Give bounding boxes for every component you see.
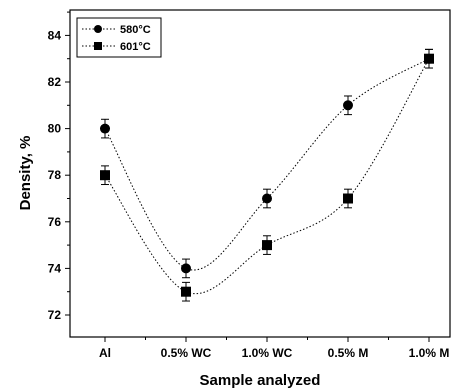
x-tick-label: 0.5% M — [328, 346, 369, 360]
y-axis-title: Density, % — [17, 136, 34, 211]
x-tick-label: 0.5% WC — [161, 346, 212, 360]
legend-label-601: 601°C — [120, 41, 151, 53]
x-axis: Al 0.5% WC 1.0% WC 0.5% M 1.0% M — [99, 337, 449, 360]
point-601 — [181, 286, 191, 297]
point-580 — [181, 263, 191, 274]
point-580 — [343, 100, 353, 111]
x-tick-label: 1.0% M — [409, 346, 450, 360]
data-markers — [100, 53, 434, 297]
y-tick-label: 76 — [48, 215, 62, 229]
trend-curves — [104, 58, 430, 295]
curve-series-0 — [104, 58, 430, 271]
legend-box — [76, 17, 162, 58]
y-tick-label: 82 — [48, 75, 62, 89]
x-tick-label: Al — [99, 346, 111, 360]
curve-series-1 — [104, 58, 430, 295]
y-tick-label: 80 — [48, 122, 62, 136]
y-tick-label: 78 — [48, 168, 62, 182]
point-580 — [100, 123, 110, 134]
point-601 — [343, 193, 353, 204]
legend: 580°C 601°C — [76, 17, 162, 58]
y-axis: 72 74 76 78 80 82 84 — [48, 11, 70, 322]
point-601 — [424, 53, 434, 64]
x-tick-label: 1.0% WC — [242, 346, 293, 360]
legend-marker-601 — [94, 42, 102, 50]
y-tick-label: 84 — [48, 28, 62, 42]
point-580 — [262, 193, 272, 204]
legend-marker-580 — [94, 25, 102, 33]
x-axis-title: Sample analyzed — [200, 372, 321, 389]
legend-label-580: 580°C — [120, 24, 151, 36]
y-tick-label: 74 — [48, 261, 62, 275]
y-tick-label: 72 — [48, 308, 62, 322]
point-601 — [262, 240, 272, 251]
point-601 — [100, 170, 110, 181]
plot-frame — [69, 9, 451, 338]
error-bars — [101, 48, 433, 302]
